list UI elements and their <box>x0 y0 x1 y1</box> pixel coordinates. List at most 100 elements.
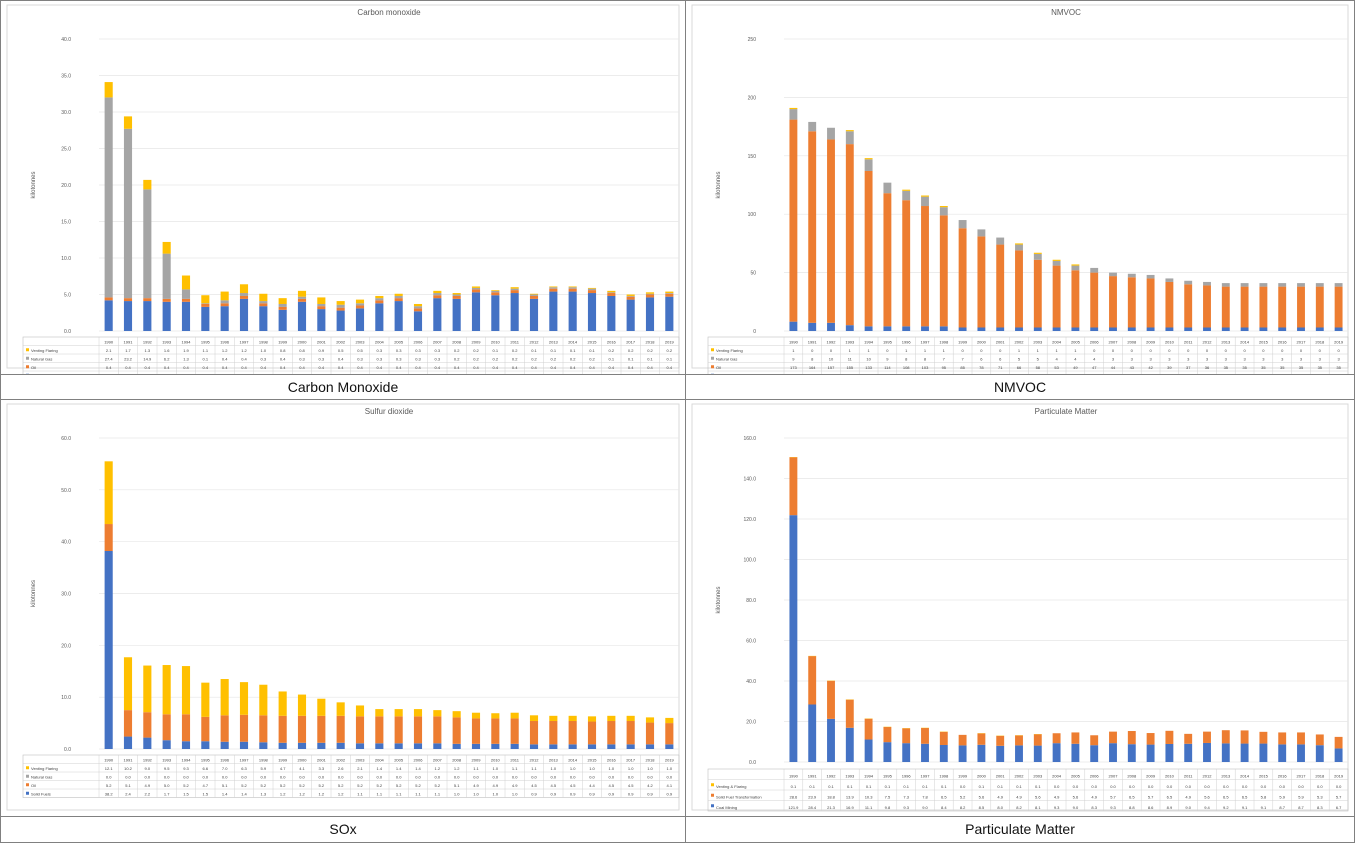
bar-oil-1992 <box>143 712 152 738</box>
data-label: 9 <box>886 356 889 361</box>
data-label: 4 <box>1055 356 1058 361</box>
bar-solid-fuel-transformation-2005 <box>1071 732 1080 744</box>
data-label: 1.0 <box>667 766 673 771</box>
data-label: 0.0 <box>1167 784 1173 789</box>
bar-oil-1991 <box>808 131 817 323</box>
data-label: 0.4 <box>106 365 112 370</box>
data-label: 0 <box>1337 348 1340 353</box>
particulate-matter-chart: Particulate Matter kilotonnes 0.0 20.0 40.0 6… <box>691 403 1349 812</box>
data-label: 0 <box>1112 348 1115 353</box>
x-tick-label: 1998 <box>939 340 949 345</box>
bar-oil-2012 <box>1203 285 1211 328</box>
bar-natural-gas-2012 <box>529 294 539 296</box>
bar-oil-2003 <box>355 305 365 309</box>
bar-oil-1998 <box>939 215 948 327</box>
data-label: 0 <box>1225 348 1228 353</box>
data-label: 0.2 <box>570 356 576 361</box>
x-tick-label: 2008 <box>1127 774 1137 779</box>
sulfur-dioxide-chart: Sulfur dioxide kilotonnes 0.0 10.0 20.0 30.0 4… <box>6 403 680 811</box>
data-label: 8.2 <box>1016 805 1022 810</box>
bar-solid-fuels-1992 <box>827 322 835 331</box>
x-tick-label: 1992 <box>827 774 837 779</box>
data-label: 14.9 <box>143 356 152 361</box>
data-label: 4.9 <box>145 783 151 788</box>
data-label: 10.2 <box>124 766 133 771</box>
bar-solid-fuels-2011 <box>1184 327 1193 331</box>
y-tick-label: 0.0 <box>64 329 71 335</box>
data-label: 0.0 <box>396 774 402 779</box>
data-label: 1.1 <box>396 791 402 796</box>
data-label: 13.9 <box>846 794 855 799</box>
bar-natural-gas-1993 <box>845 131 854 145</box>
data-label: 5.9 <box>261 766 267 771</box>
data-label: 5 <box>1018 356 1021 361</box>
bar-solid-fuels-2015 <box>587 744 597 749</box>
bar-oil-2007 <box>433 295 442 299</box>
data-label: 0.4 <box>647 365 653 370</box>
data-label: 0.2 <box>473 356 479 361</box>
bar-natural-gas-2001 <box>996 237 1005 245</box>
data-label: 1 <box>1055 348 1058 353</box>
x-tick-label: 1998 <box>939 774 949 779</box>
x-tick-label: 2002 <box>1015 774 1025 779</box>
data-label: 0.9 <box>628 791 634 796</box>
x-tick-label: 1995 <box>201 340 211 345</box>
data-label: 0 <box>1149 348 1152 353</box>
x-tick-label: 1999 <box>958 340 968 345</box>
legend-swatch <box>711 783 714 787</box>
data-label: 0 <box>1281 348 1284 353</box>
data-label: 0 <box>980 348 983 353</box>
x-tick-label: 1997 <box>921 340 931 345</box>
data-label: 0.4 <box>319 365 325 370</box>
data-label: 1.2 <box>319 791 325 796</box>
data-label: 0.5 <box>338 348 344 353</box>
data-label: 9.0 <box>1073 805 1079 810</box>
data-label: 1.0 <box>609 766 615 771</box>
data-label: 0 <box>1187 348 1190 353</box>
data-label: 5.6 <box>979 794 985 799</box>
data-label: 0.2 <box>589 356 595 361</box>
data-label: 1.1 <box>473 766 479 771</box>
data-label: 0.0 <box>1336 784 1342 789</box>
bar-coal-mining-1991 <box>808 704 817 762</box>
legend-entry: Natural Gas <box>31 356 52 361</box>
bar-natural-gas-1999 <box>278 303 287 307</box>
data-label: 43 <box>1130 365 1135 370</box>
bar-venting-flaring-1992 <box>143 179 152 190</box>
bar-solid-fuels-2001 <box>317 309 326 331</box>
bar-natural-gas-1998 <box>259 301 268 304</box>
data-label: 3 <box>1206 356 1209 361</box>
data-label: 0.2 <box>473 348 479 353</box>
bar-oil-2017 <box>1297 286 1305 328</box>
data-label: 0.0 <box>1317 784 1323 789</box>
x-tick-label: 2013 <box>549 340 559 345</box>
data-label: 0.4 <box>338 356 344 361</box>
bar-natural-gas-2019 <box>1334 283 1343 287</box>
data-label: 0.0 <box>454 774 460 779</box>
data-label: 2.1 <box>357 766 363 771</box>
data-label: 1.0 <box>570 766 576 771</box>
x-tick-label: 1999 <box>278 340 288 345</box>
bar-oil-2019 <box>1334 286 1343 328</box>
bar-venting-flaring-1995 <box>201 295 210 304</box>
bar-venting-flaring-2010 <box>491 713 500 719</box>
x-tick-label: 2015 <box>588 758 598 763</box>
data-label: 0.1 <box>551 348 557 353</box>
bar-venting-flaring-2002 <box>1015 243 1023 245</box>
data-label: 6 <box>999 356 1002 361</box>
x-tick-label: 2005 <box>1071 774 1081 779</box>
bar-venting-flaring-2016 <box>607 715 616 722</box>
bar-solid-fuels-2013 <box>549 291 558 331</box>
bar-solid-fuels-2015 <box>587 293 597 331</box>
data-label: 3 <box>1281 356 1284 361</box>
data-label: 0.1 <box>667 356 673 361</box>
data-label: 9.1 <box>1261 805 1267 810</box>
data-label: 8.3 <box>1091 805 1097 810</box>
bar-venting-flaring-1998 <box>939 206 948 208</box>
data-label: 8.8 <box>1129 805 1135 810</box>
bar-natural-gas-1995 <box>883 182 892 194</box>
data-label: 5.2 <box>338 783 344 788</box>
bar-venting-flaring-2009 <box>471 712 481 719</box>
bar-natural-gas-2014 <box>568 287 577 289</box>
data-label: 85 <box>960 365 965 370</box>
